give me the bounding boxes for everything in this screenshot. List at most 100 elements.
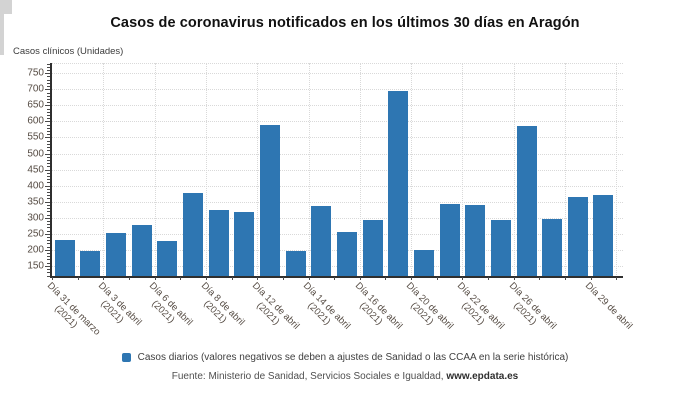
y-tick-label: 200 <box>27 244 44 256</box>
x-axis-tick <box>385 277 387 280</box>
x-tick-label-year: (2021) <box>52 302 80 331</box>
legend[interactable]: Casos diarios (valores negativos se debe… <box>0 350 690 364</box>
bar[interactable] <box>542 219 563 276</box>
bar[interactable] <box>54 240 75 276</box>
y-axis-tick <box>47 143 50 145</box>
y-axis-tick <box>47 82 50 84</box>
y-axis-tick <box>47 214 50 216</box>
y-axis-tick <box>45 233 50 235</box>
y-axis-tick <box>47 272 50 274</box>
bar[interactable] <box>362 219 383 276</box>
h-gridline <box>50 105 623 107</box>
y-axis-tick <box>47 204 50 206</box>
h-gridline <box>50 233 623 235</box>
x-axis-tick <box>180 277 182 280</box>
x-axis-tick <box>488 277 490 280</box>
bar[interactable] <box>208 210 229 276</box>
y-axis-tick <box>47 182 50 184</box>
y-axis-tick <box>47 166 50 168</box>
source-link[interactable]: www.epdata.es <box>446 371 519 382</box>
bar[interactable] <box>157 240 178 276</box>
x-axis-tick <box>513 277 515 280</box>
x-tick-label: Día 8 de abril (2021) <box>191 280 247 336</box>
y-axis-tick <box>47 66 50 68</box>
x-tick-label-year: (2021) <box>254 299 282 328</box>
bar[interactable] <box>336 231 357 276</box>
bar[interactable] <box>413 249 434 276</box>
y-axis-tick <box>47 156 50 158</box>
y-axis-tick <box>47 70 50 72</box>
bar[interactable] <box>516 125 537 276</box>
y-tick-label: 750 <box>27 67 44 79</box>
bar[interactable] <box>388 90 409 276</box>
x-tick-label: Día 12 de abril (2021) <box>242 280 301 340</box>
y-axis-tick <box>47 179 50 181</box>
y-axis-tick <box>47 230 50 232</box>
x-tick-label: Día 22 de abril (2021) <box>447 280 506 340</box>
x-axis-tick <box>77 277 79 280</box>
bar[interactable] <box>439 203 460 276</box>
y-tick-label: 350 <box>27 196 44 208</box>
y-axis-tick <box>47 224 50 226</box>
x-tick-label-year: (2021) <box>150 297 178 326</box>
v-gridline <box>308 63 310 277</box>
y-axis-tick <box>47 256 50 258</box>
x-axis-tick <box>590 277 592 280</box>
source-line: Fuente: Ministerio de Sanidad, Servicios… <box>0 371 690 382</box>
y-axis-tick <box>47 172 50 174</box>
v-gridline <box>257 63 259 277</box>
x-axis-tick <box>282 277 284 280</box>
y-tick-label: 600 <box>27 115 44 127</box>
y-axis-tick <box>47 108 50 110</box>
y-tick-label: 650 <box>27 99 44 111</box>
h-gridline <box>50 121 623 123</box>
bar[interactable] <box>593 194 614 276</box>
bar[interactable] <box>285 250 306 276</box>
y-axis-tick <box>47 115 50 116</box>
y-axis-tick <box>47 131 50 133</box>
bar[interactable] <box>234 211 255 276</box>
bar[interactable] <box>567 196 588 276</box>
page-edge-artifact <box>0 0 4 55</box>
y-axis-tick <box>47 98 50 100</box>
bar[interactable] <box>465 204 486 276</box>
legend-series-label: Casos diarios (valores negativos se debe… <box>137 351 569 363</box>
bar[interactable] <box>260 125 281 276</box>
y-axis-tick <box>47 259 50 261</box>
bar[interactable] <box>183 193 204 276</box>
y-axis-tick <box>47 176 50 177</box>
y-axis-tick <box>47 269 50 271</box>
y-axis-tick <box>45 201 50 203</box>
h-gridline <box>50 153 623 155</box>
y-axis-tick <box>45 185 50 187</box>
y-axis-tick <box>45 105 50 107</box>
y-axis-caption: Casos clínicos (Unidades) <box>13 46 124 57</box>
x-axis-tick <box>52 277 53 280</box>
bar[interactable] <box>311 205 332 276</box>
y-axis-tick <box>45 265 50 267</box>
x-axis-tick <box>539 277 541 280</box>
y-axis-tick <box>47 253 50 255</box>
bar[interactable] <box>131 225 152 276</box>
bar[interactable] <box>80 250 101 276</box>
plot-top-border <box>50 63 623 64</box>
y-axis-tick <box>45 73 50 75</box>
v-gridline <box>359 63 361 277</box>
legend-series-marker-icon <box>121 352 131 362</box>
y-axis-tick <box>47 262 50 264</box>
y-axis-tick <box>47 95 50 97</box>
y-axis-tick <box>47 163 50 165</box>
bar[interactable] <box>106 233 127 276</box>
y-axis-tick <box>47 237 50 238</box>
y-axis-tick <box>47 124 50 126</box>
y-axis-tick <box>47 192 50 194</box>
y-axis-tick <box>47 127 50 129</box>
y-axis-tick <box>47 79 50 81</box>
y-axis-tick <box>47 76 50 78</box>
y-axis-tick <box>47 111 50 113</box>
bar[interactable] <box>490 219 511 276</box>
y-tick-label: 700 <box>27 83 44 95</box>
x-axis-tick <box>616 277 618 280</box>
h-gridline <box>50 217 623 219</box>
h-gridline <box>50 201 623 203</box>
